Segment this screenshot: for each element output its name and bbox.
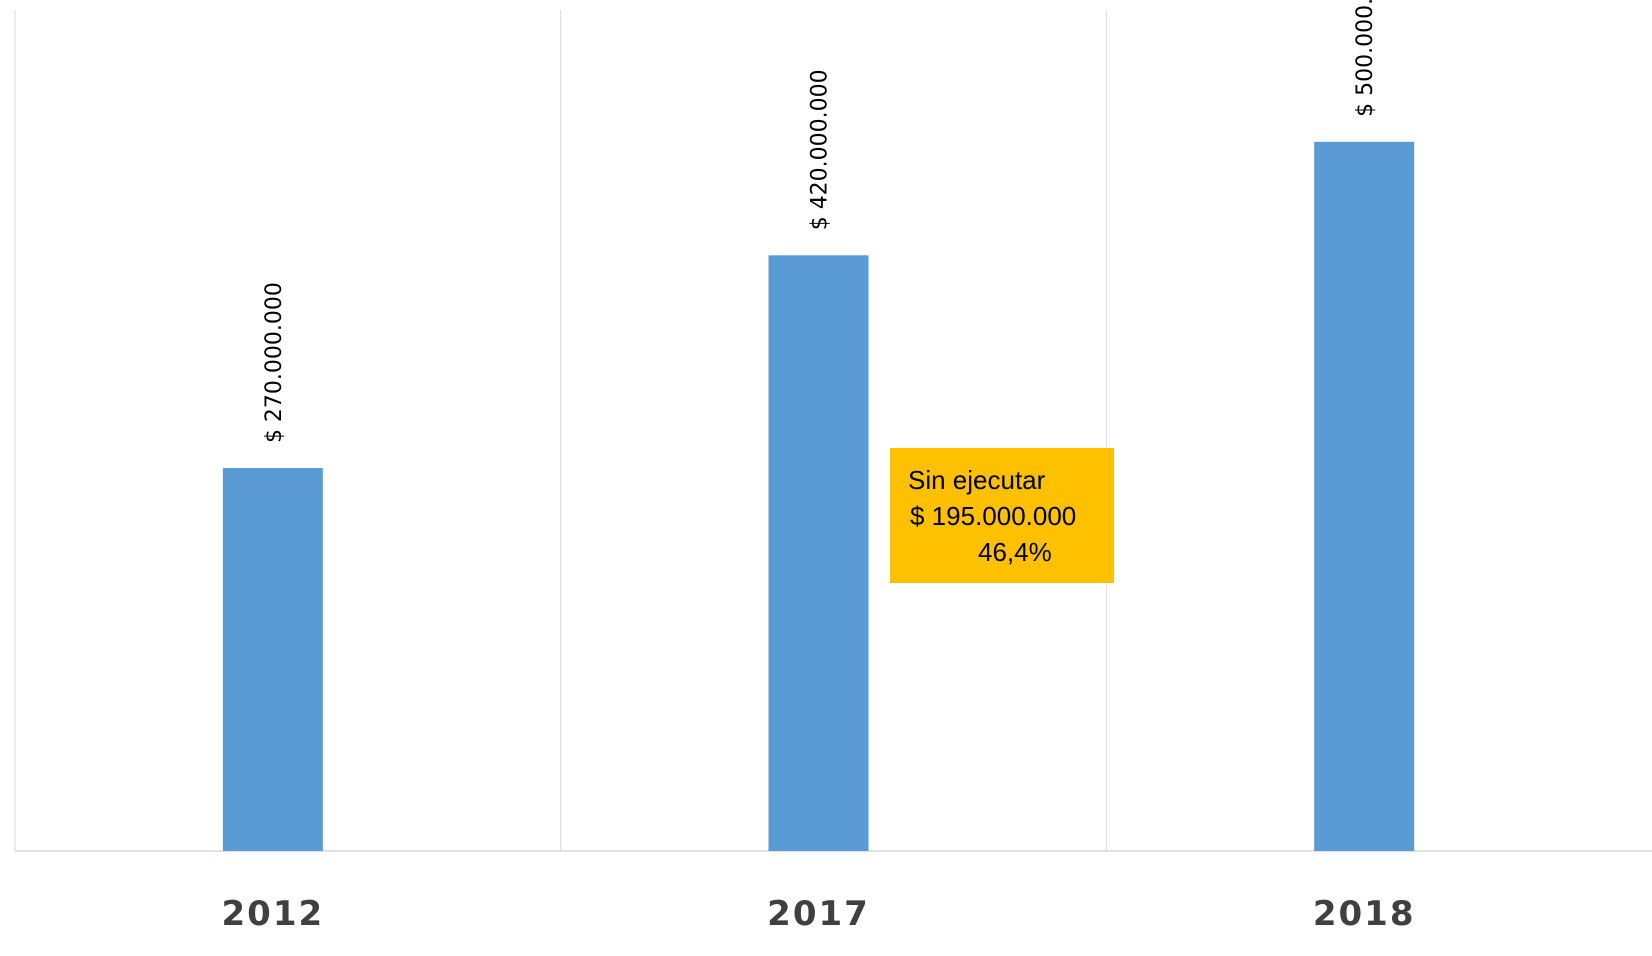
data-label-2012: $ 270.000.000 <box>262 282 287 443</box>
x-tick-label-2018: 2018 <box>1313 894 1416 934</box>
unexecuted-callout: Sin ejecutar $ 195.000.000 46,4% <box>890 448 1114 583</box>
x-tick-label-2012: 2012 <box>222 894 325 934</box>
bar-2017 <box>768 255 869 852</box>
data-label-2018: $ 500.000.000 <box>1353 0 1378 117</box>
bar-2018 <box>1314 141 1415 852</box>
data-label-2017: $ 420.000.000 <box>808 69 833 230</box>
x-tick-label-2017: 2017 <box>767 894 870 934</box>
callout-line-2: $ 195.000.000 <box>910 501 1077 531</box>
callout-line-1: Sin ejecutar <box>908 465 1046 495</box>
bar-2012 <box>222 468 323 851</box>
callout-line-3: 46,4% <box>978 537 1052 567</box>
